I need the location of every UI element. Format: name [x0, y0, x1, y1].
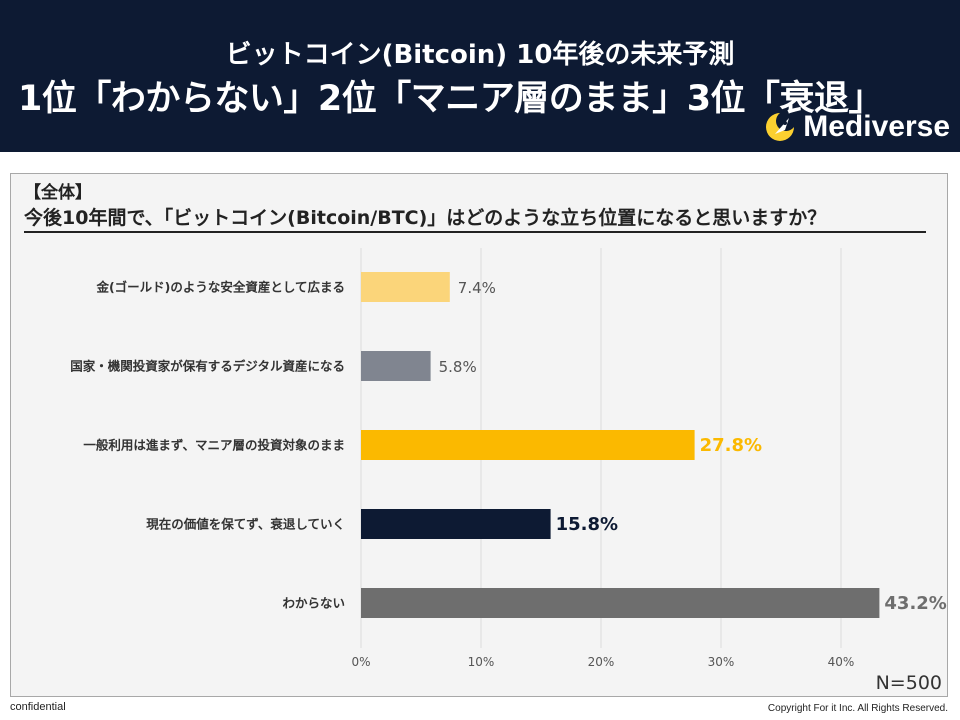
footer-copyright: Copyright For it Inc. All Rights Reserve…: [767, 703, 948, 714]
x-tick-label: 10%: [468, 655, 495, 669]
x-tick-label: 40%: [828, 655, 855, 669]
x-tick-label: 0%: [351, 655, 370, 669]
category-label: 一般利用は進まず、マニア層の投資対象のまま: [83, 438, 345, 453]
bar: [361, 509, 551, 539]
category-label: 金(ゴールド)のような安全資産として広まる: [95, 280, 345, 295]
header-banner: ビットコイン(Bitcoin) 10年後の未来予測 1位「わからない」2位「マニ…: [0, 0, 960, 152]
brand-name: Mediverse: [803, 110, 950, 143]
brand-logo: Mediverse: [763, 110, 950, 144]
data-label: 43.2%: [884, 593, 946, 614]
bar: [361, 351, 431, 381]
footer-confidential: confidential: [10, 701, 66, 713]
rocket-moon-icon: [766, 113, 795, 141]
sample-size: N=500: [875, 672, 942, 694]
bar: [361, 272, 450, 302]
category-label: わからない: [282, 596, 345, 611]
x-tick-label: 20%: [588, 655, 615, 669]
data-label: 27.8%: [700, 435, 762, 456]
page-title: 1位「わからない」2位「マニア層のまま」3位「衰退」: [18, 79, 884, 119]
bar: [361, 588, 880, 618]
category-label: 国家・機関投資家が保有するデジタル資産になる: [70, 359, 345, 374]
category-label: 現在の価値を保てず、衰退していく: [146, 517, 345, 532]
data-label: 5.8%: [439, 358, 477, 376]
page-subtitle: ビットコイン(Bitcoin) 10年後の未来予測: [225, 40, 735, 70]
survey-question: 今後10年間で、「ビットコイン(Bitcoin/BTC)」はどのような立ち位置に…: [24, 203, 926, 233]
data-label: 7.4%: [458, 279, 496, 297]
data-label: 15.8%: [556, 514, 618, 535]
x-tick-label: 30%: [708, 655, 735, 669]
bar: [361, 430, 695, 460]
section-label: 【全体】: [24, 183, 92, 203]
